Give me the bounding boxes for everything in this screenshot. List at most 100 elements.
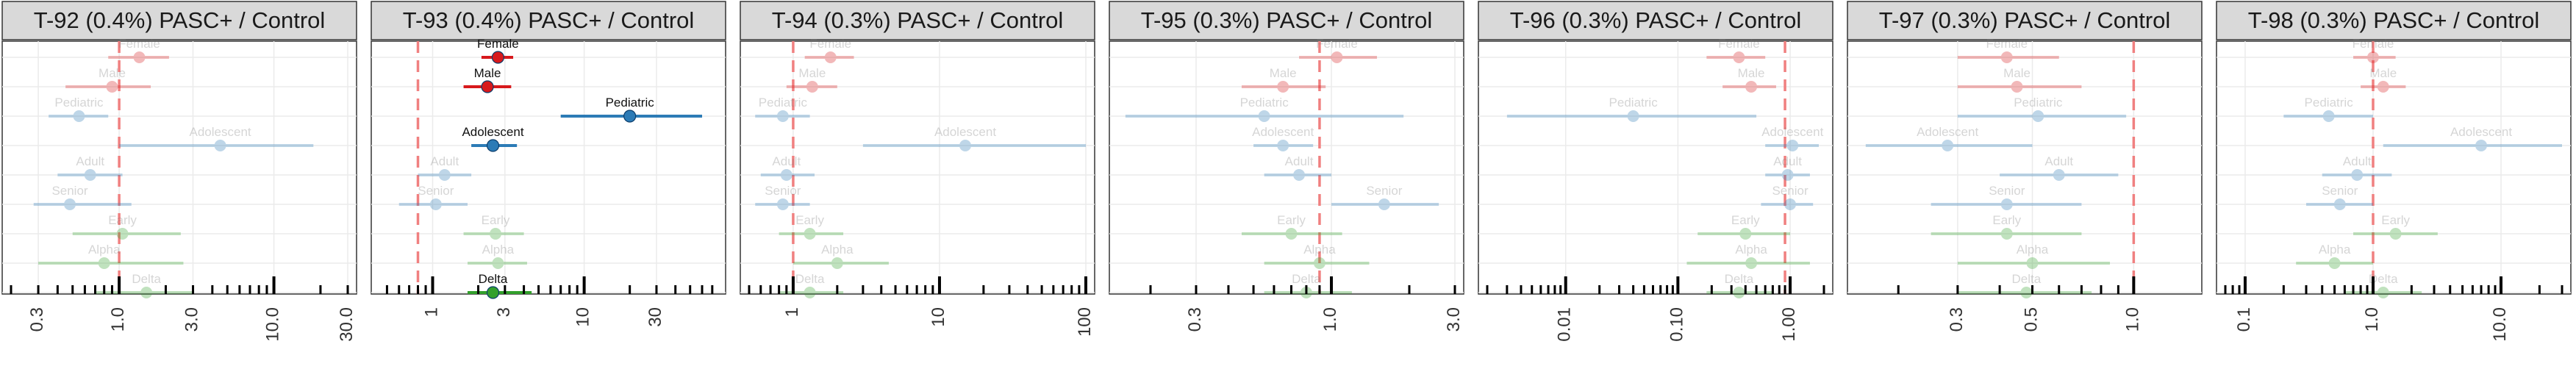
estimate-male: Male [1241,66,1326,93]
point-label: Female [1718,37,1760,51]
point-marker [490,228,502,240]
x-tick-label: 1.0 [108,307,128,332]
estimate-delta: Delta [2344,272,2422,298]
point-marker [2328,257,2341,269]
estimate-adult: Adult [2000,154,2119,181]
point-label: Senior [765,184,801,198]
point-label: Pediatric [759,96,808,110]
panel-2: T-93 (0.4%) PASC+ / Control Female Male Ped… [371,1,726,327]
point-marker [2475,140,2488,151]
estimate-pediatric: Pediatric [2283,96,2373,122]
x-tick-label: 0.3 [1185,307,1205,332]
point-marker [492,257,504,269]
x-tick-label: 0.01 [1555,307,1575,342]
point-marker [116,228,129,240]
point-label: Adolescent [1252,125,1314,139]
point-label: Alpha [2017,243,2049,257]
point-label: Early [1731,213,1760,227]
point-marker [2322,110,2335,122]
point-marker [1739,228,1752,240]
x-tick-label: 0.10 [1667,307,1686,342]
estimate-adolescent: Adolescent [1761,125,1824,151]
estimate-male: Male [786,66,837,93]
point-marker [140,287,153,298]
estimate-female: Female [2353,37,2396,63]
point-marker [2053,169,2065,181]
point-label: Female [1316,37,1358,51]
point-label: Pediatric [2014,96,2063,110]
point-marker [2032,110,2044,122]
point-marker [824,51,837,63]
estimate-early: Early [1931,213,2082,240]
estimate-male: Male [65,66,151,93]
estimate-senior: Senior [1331,184,1439,210]
point-label: Delta [795,272,825,286]
point-label: Adolescent [1917,125,1978,139]
estimate-delta: Delta [779,272,844,298]
point-label: Early [108,213,137,227]
point-marker [1277,81,1289,93]
estimate-adolescent: Adolescent [2383,125,2562,151]
point-label: Female [477,37,519,51]
estimate-alpha: Alpha [467,243,527,269]
point-label: Early [795,213,824,227]
panel-title: T-96 (0.3%) PASC+ / Control [1510,7,1802,33]
point-marker [831,257,843,269]
estimate-alpha: Alpha [2296,243,2373,269]
panel-3: T-94 (0.3%) PASC+ / Control Female Male Ped… [740,1,1095,337]
estimate-adolescent: Adolescent [462,125,524,152]
x-tick-label: 30.0 [337,307,357,342]
x-tick-label: 1.0 [2122,307,2142,332]
estimate-female: Female [804,37,854,63]
estimate-male: Male [2361,66,2406,93]
point-label: Alpha [821,243,854,257]
panel-plot-area [371,40,726,295]
point-marker [959,140,972,151]
point-marker [2011,81,2023,93]
x-tick-label: 3 [494,307,514,317]
panel-title: T-94 (0.3%) PASC+ / Control [772,7,1064,33]
point-label: Early [1277,213,1306,227]
point-label: Male [1270,66,1297,80]
estimate-pediatric: Pediatric [560,96,703,123]
estimate-senior: Senior [1761,184,1814,210]
point-label: Senior [418,184,454,198]
estimate-adult: Adult [57,154,123,181]
panel-5: T-96 (0.3%) PASC+ / Control Female Male Ped… [1478,1,1833,342]
point-marker [2000,51,2013,63]
estimate-male: Male [1722,66,1776,93]
x-tick-label: 0.3 [1947,307,1967,332]
estimate-female: Female [477,37,519,64]
panel-strip [1478,1,1833,40]
estimate-adolescent: Adolescent [119,125,314,151]
estimate-early: Early [779,213,844,240]
x-axis-ticks [1486,276,1825,294]
point-label: Senior [1366,184,1402,198]
point-label: Senior [1989,184,2025,198]
estimate-female: Female [108,37,169,63]
estimate-senior: Senior [1931,184,2082,210]
point-label: Adolescent [934,125,996,139]
point-label: Adult [1773,154,1802,168]
panel-strip [740,1,1095,40]
point-label: Female [2353,37,2394,51]
point-marker [98,257,110,269]
estimate-early: Early [1697,213,1791,240]
panel-plot-area [2216,40,2572,295]
estimate-adult: Adult [1264,154,1332,181]
point-marker [1258,110,1270,122]
point-marker [1313,257,1325,269]
estimate-adult: Adult [760,154,815,181]
x-tick-label: 1 [421,307,441,317]
point-marker [1784,198,1797,210]
point-label: Alpha [2319,243,2351,257]
point-marker [438,169,451,181]
estimate-alpha: Alpha [1264,243,1370,269]
point-marker [2377,287,2389,298]
estimate-alpha: Alpha [1957,243,2111,269]
panel-title: T-93 (0.4%) PASC+ / Control [403,7,695,33]
panel-1: T-92 (0.4%) PASC+ / Control Female Male Ped… [1,1,357,342]
panel-strip [371,1,726,40]
estimate-senior: Senior [398,184,468,210]
